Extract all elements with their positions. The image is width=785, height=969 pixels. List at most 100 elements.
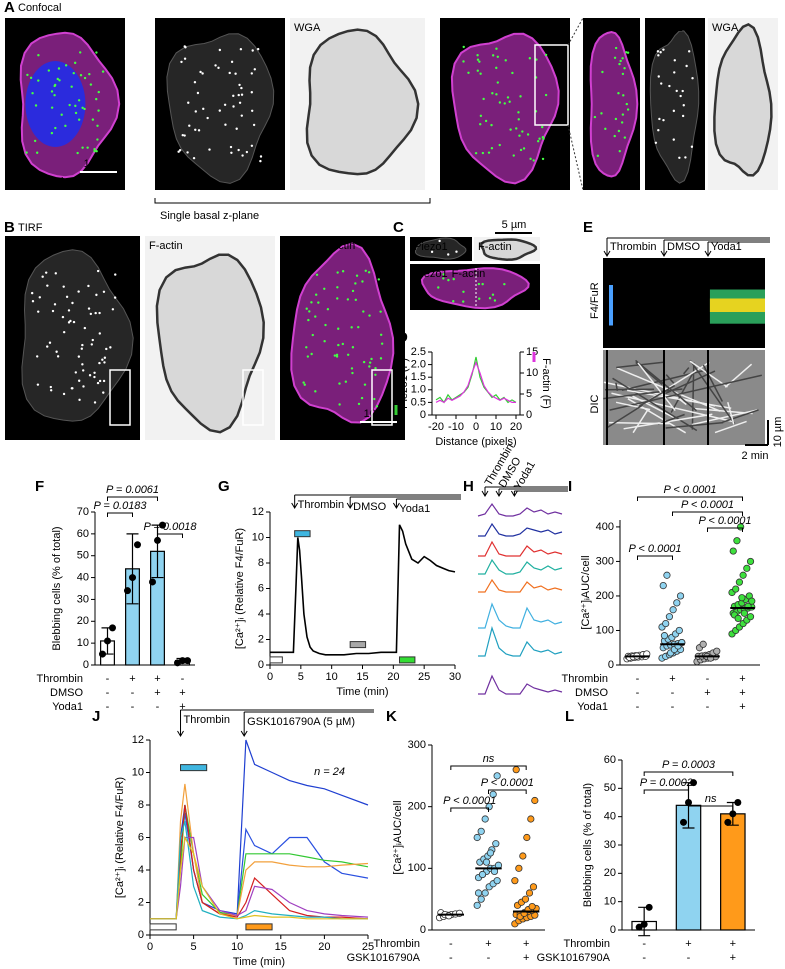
- condition-sign: +: [179, 701, 185, 713]
- condition-sign: -: [671, 687, 675, 699]
- stimulus-arrow: [603, 237, 770, 257]
- puncta: [47, 69, 51, 72]
- puncta: [180, 60, 183, 64]
- dic-streak: [683, 367, 690, 375]
- y-tick-label: 4: [138, 864, 144, 876]
- puncta: [238, 83, 241, 87]
- panel-label: D: [397, 329, 408, 346]
- y-tick-label: 60: [604, 754, 616, 766]
- puncta: [479, 123, 482, 126]
- puncta: [679, 94, 682, 98]
- puncta: [64, 124, 67, 128]
- puncta: [503, 102, 506, 105]
- roi-box: [109, 369, 131, 426]
- x-tick-label: 10: [326, 671, 338, 683]
- puncta: [620, 121, 624, 124]
- puncta: [519, 148, 523, 152]
- data-point: [746, 613, 755, 621]
- puncta: [214, 64, 217, 67]
- puncta: [337, 343, 340, 347]
- condition-sign: -: [671, 701, 675, 713]
- puncta: [101, 70, 105, 73]
- puncta: [97, 109, 100, 112]
- puncta: [336, 286, 339, 289]
- puncta: [368, 365, 371, 368]
- cell: [166, 33, 275, 184]
- puncta: [504, 59, 507, 62]
- y-tick-label: 2: [258, 633, 264, 645]
- puncta: [370, 357, 373, 361]
- puncta: [60, 113, 63, 116]
- puncta: [183, 134, 186, 137]
- comparison-bracket: [707, 527, 743, 532]
- puncta: [687, 50, 691, 53]
- data-point: [675, 626, 683, 635]
- puncta: [596, 154, 600, 158]
- puncta: [50, 90, 54, 93]
- data-point: [729, 810, 737, 818]
- comparison-bracket: [672, 511, 743, 516]
- puncta: [89, 83, 93, 86]
- puncta: [49, 385, 53, 389]
- puncta: [186, 151, 189, 154]
- data-point: [748, 597, 756, 605]
- puncta: [673, 59, 676, 62]
- data-point: [665, 613, 674, 621]
- puncta: [88, 72, 91, 76]
- puncta: [477, 282, 481, 286]
- puncta: [34, 104, 38, 107]
- puncta: [337, 327, 340, 330]
- y-tick-label: 60: [77, 528, 89, 540]
- time-window: [149, 923, 177, 931]
- puncta: [73, 61, 77, 65]
- data-point: [525, 889, 534, 897]
- puncta: [377, 278, 380, 281]
- puncta: [82, 369, 85, 372]
- puncta: [98, 361, 101, 365]
- puncta: [310, 352, 313, 356]
- channel-label: Piezo1: [159, 22, 193, 34]
- panel-label: A: [4, 0, 15, 16]
- puncta: [35, 355, 39, 358]
- y-tick-label: 0: [258, 659, 264, 671]
- puncta: [363, 383, 367, 386]
- panel-label: G: [218, 478, 230, 495]
- puncta: [430, 250, 434, 254]
- puncta: [623, 66, 626, 70]
- data-point: [521, 895, 530, 903]
- puncta: [354, 282, 357, 285]
- puncta: [237, 148, 240, 152]
- dic-streak: [665, 374, 675, 384]
- puncta: [81, 146, 84, 149]
- condition-sign: +: [669, 673, 675, 685]
- data-point: [482, 858, 491, 866]
- puncta: [506, 96, 510, 99]
- puncta: [522, 147, 526, 150]
- channel-label: DIC: [589, 395, 601, 414]
- stimulus-label: Thrombin: [298, 499, 344, 511]
- puncta: [341, 342, 345, 346]
- condition-sign: -: [106, 673, 110, 685]
- puncta: [474, 151, 478, 155]
- data-point: [445, 912, 453, 920]
- puncta: [368, 361, 372, 364]
- puncta: [311, 333, 314, 337]
- x-tick-label: 20: [387, 671, 399, 683]
- y-tick-label: 20: [604, 867, 616, 879]
- series-line: [477, 502, 563, 517]
- condition-sign: +: [739, 673, 745, 685]
- puncta: [62, 285, 65, 288]
- puncta: [617, 92, 620, 95]
- puncta: [518, 134, 521, 137]
- data-point: [129, 574, 136, 582]
- comparison-label: P = 0.0002: [640, 777, 693, 789]
- puncta: [224, 123, 227, 126]
- y2-tick-label: 0: [526, 409, 532, 421]
- puncta: [350, 326, 353, 329]
- x-tick-label: 25: [418, 671, 430, 683]
- data-point: [531, 796, 539, 805]
- puncta: [657, 54, 660, 57]
- data-point: [512, 766, 520, 774]
- comparison-label: ns: [483, 753, 495, 765]
- puncta: [83, 107, 86, 111]
